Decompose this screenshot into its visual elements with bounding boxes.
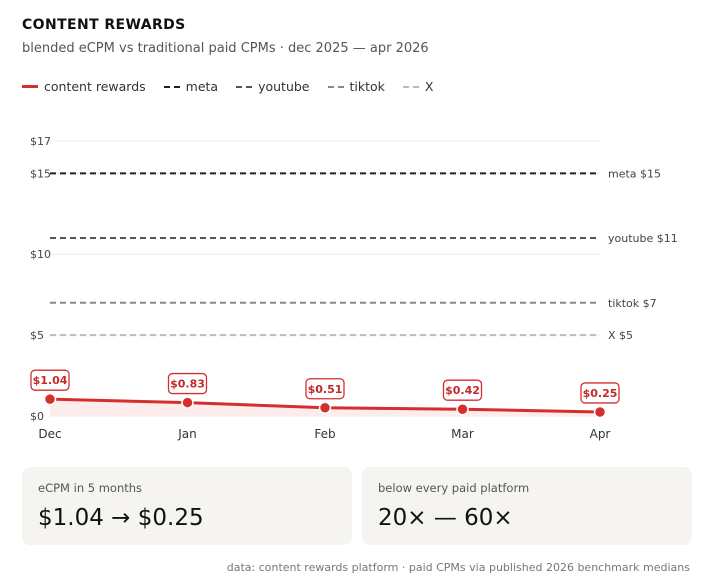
reference-label-x: X $5 [608,329,633,342]
card-value: $1.04 → $0.25 [38,505,204,531]
data-point [318,401,332,414]
reference-label-tiktok: tiktok $7 [608,297,657,310]
data-label-box [305,378,345,400]
card-label: eCPM in 5 months [38,481,143,495]
y-tick-label: $17 [30,135,51,148]
legend-label: content rewards [44,79,146,94]
data-label-box [442,379,483,401]
card-label: below every paid platform [378,481,530,495]
x-tick-label: Feb [314,427,335,441]
data-label-box [30,369,70,391]
ecpm-card: eCPM in 5 months $1.04 → $0.25 [22,467,352,545]
reference-label-meta: meta $15 [608,167,661,180]
legend-item-meta: meta [163,79,219,94]
legend-item-x: X [402,79,434,94]
y-tick-label: $0 [30,410,44,423]
legend-item-tiktok: tiktok [327,79,385,94]
data-label: $1.04 [33,374,68,387]
source-note: data: content rewards platform · paid CP… [226,561,690,574]
legend-label: youtube [258,79,310,94]
data-point [456,402,469,416]
chart-title: CONTENT REWARDS [22,17,186,33]
legend-swatch-meta [163,85,180,88]
x-tick-label: Jan [177,427,197,441]
y-tick-label: $15 [30,167,51,180]
legend-swatch-content-rewards [22,85,38,88]
legend-swatch-x [402,85,419,88]
legend-label: tiktok [349,79,385,94]
y-tick-label: $10 [30,248,51,261]
data-point [181,396,194,409]
legend-item-content-rewards: content rewards [22,79,146,94]
data-label: $0.83 [170,378,205,391]
data-label: $0.42 [445,384,480,397]
comparison-card: below every paid platform 20× — 60× [362,467,692,545]
line-chart: $0 $5 $10 $15 $17 meta $15 youtube $11 tiktok $… [30,135,678,441]
legend-label: meta [185,79,219,94]
legend-label: X [424,79,434,94]
legend-item-youtube: youtube [236,79,310,94]
legend-swatch-youtube [236,85,253,88]
data-point [43,392,57,406]
reference-label-youtube: youtube $11 [608,232,678,245]
legend: content rewards meta youtube tiktok X [22,79,451,94]
data-label-box [580,382,620,404]
data-label: $0.51 [308,383,343,396]
y-tick-label: $5 [30,329,44,342]
x-tick-label: Dec [38,427,61,441]
data-label-box [167,372,208,395]
card-value: 20× — 60× [378,505,513,531]
data-label: $0.25 [583,387,618,400]
chart-subtitle: blended eCPM vs traditional paid CPMs · … [22,41,429,56]
legend-swatch-tiktok [327,85,344,88]
x-tick-label: Apr [590,427,611,441]
data-point [593,405,607,419]
x-tick-label: Mar [451,427,474,441]
